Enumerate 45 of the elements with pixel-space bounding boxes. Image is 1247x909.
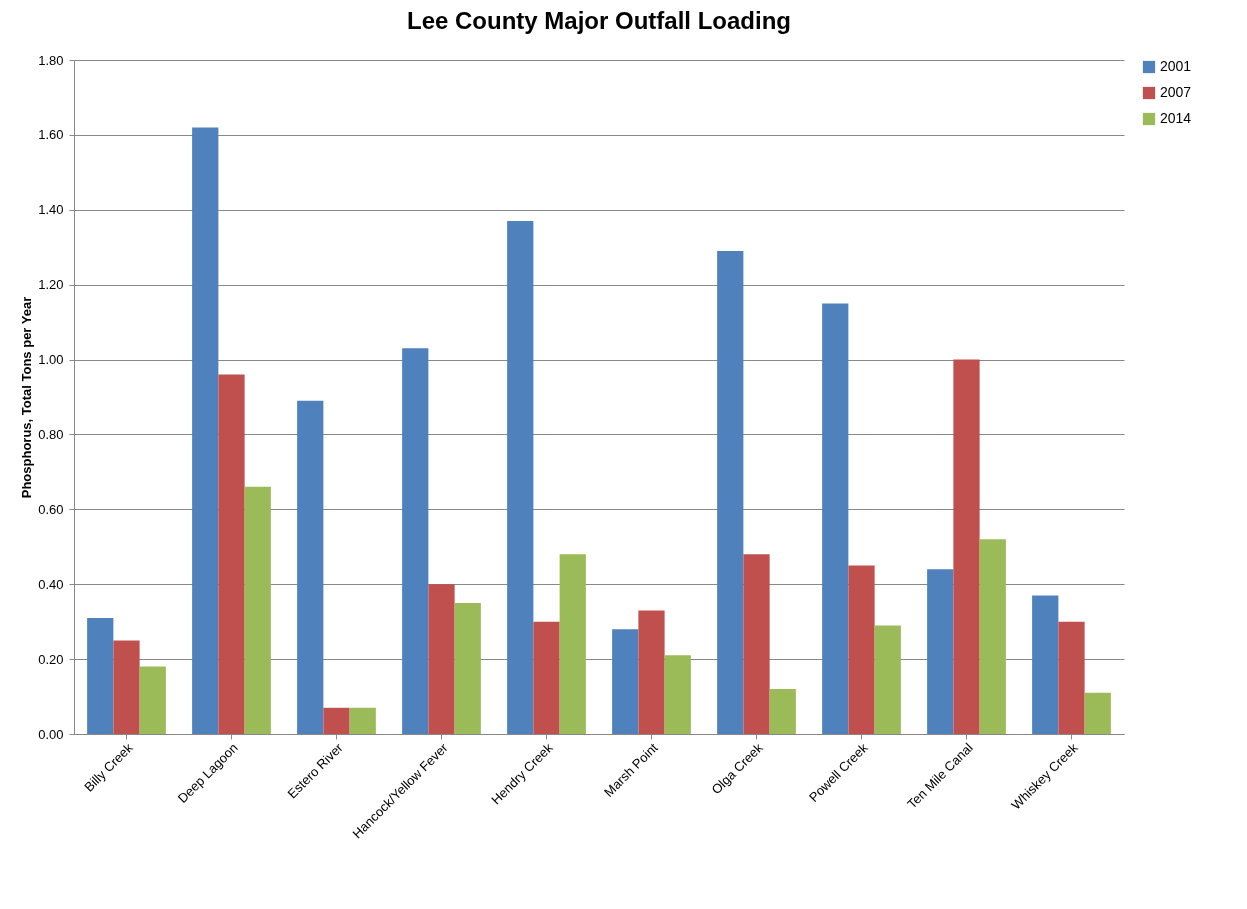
bar: [454, 602, 481, 734]
bar: [428, 584, 455, 734]
bar: [559, 554, 586, 734]
bar: [244, 486, 271, 734]
bar: [402, 348, 429, 734]
y-tick-label: 0.40: [38, 576, 64, 592]
y-tick-label: 1.20: [38, 277, 64, 293]
bar: [769, 689, 796, 734]
bar: [664, 655, 691, 734]
y-tick-label: 1.00: [38, 352, 64, 368]
bar: [612, 629, 639, 734]
bar: [297, 400, 324, 734]
bar: [1032, 595, 1059, 734]
bar: [953, 359, 980, 734]
y-tick-label: 1.40: [38, 202, 64, 218]
bar: [218, 374, 245, 734]
y-tick-label: 0.20: [38, 651, 64, 667]
y-axis-title: Phosphorus, Total Tons per Year: [19, 296, 35, 499]
bar: [822, 303, 849, 734]
y-tick-label: 0.80: [38, 426, 64, 442]
bar: [113, 640, 140, 734]
y-tick-label: 1.80: [38, 52, 64, 68]
y-tick-label: 0.00: [38, 726, 64, 742]
bar: [533, 621, 560, 734]
bar: [349, 707, 376, 734]
bar: [743, 554, 770, 734]
bar: [717, 250, 744, 734]
bar: [848, 565, 875, 734]
y-tick-label: 0.60: [38, 501, 64, 517]
bar: [979, 539, 1006, 734]
bar: [638, 610, 665, 734]
legend-label: 2007: [1160, 84, 1192, 100]
bar: [1084, 692, 1111, 734]
chart-title: Lee County Major Outfall Loading: [407, 7, 791, 34]
bar: [507, 221, 534, 734]
bar: [927, 569, 954, 734]
bar: [1058, 621, 1085, 734]
y-tick-label: 1.60: [38, 127, 64, 143]
bar: [87, 617, 114, 734]
legend-label: 2001: [1160, 58, 1192, 74]
legend-label: 2014: [1160, 110, 1192, 126]
bar: [874, 625, 901, 734]
bar: [139, 666, 166, 734]
bar: [323, 707, 350, 734]
bar: [192, 127, 219, 734]
